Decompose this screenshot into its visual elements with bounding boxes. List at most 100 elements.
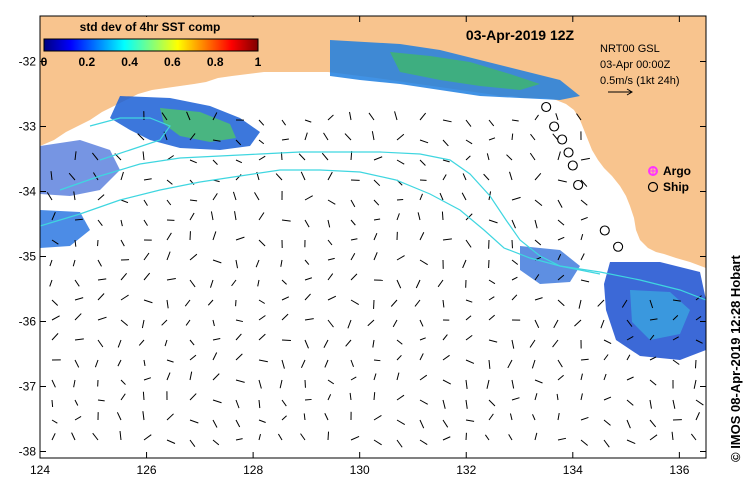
current-arrow	[419, 259, 428, 266]
current-arrow	[143, 199, 148, 206]
current-arrow	[235, 259, 239, 269]
current-arrow	[235, 333, 242, 341]
current-arrow	[488, 219, 498, 224]
current-arrow	[304, 277, 313, 281]
current-arrow	[97, 339, 104, 348]
current-arrow	[327, 379, 335, 385]
current-arrow	[557, 374, 564, 381]
current-arrow	[695, 399, 704, 406]
legend-argo-label: Argo	[663, 164, 691, 178]
current-arrow	[258, 399, 261, 409]
current-arrow	[597, 299, 605, 307]
current-arrow	[367, 319, 375, 327]
current-arrow	[327, 319, 334, 328]
info-block: NRT00 GSL 03-Apr 00:00Z 0.5m/s (1kt 24h)	[600, 43, 679, 96]
current-arrow	[690, 433, 697, 441]
current-arrow	[488, 279, 496, 285]
current-arrow	[580, 279, 590, 283]
current-arrow	[439, 192, 444, 201]
current-arrow	[304, 132, 308, 141]
current-arrow	[396, 394, 405, 401]
current-arrow	[373, 415, 382, 421]
current-arrow	[279, 379, 283, 389]
current-arrow	[534, 239, 542, 246]
current-arrow	[600, 319, 605, 329]
current-arrow	[258, 333, 266, 341]
current-arrow	[74, 399, 79, 406]
current-arrow	[508, 434, 513, 441]
current-arrow	[212, 259, 222, 264]
current-arrow	[695, 412, 700, 421]
current-arrow	[488, 359, 491, 369]
current-arrow	[442, 354, 450, 361]
current-arrow	[415, 279, 421, 289]
current-arrow	[280, 259, 283, 267]
current-arrow	[327, 273, 334, 281]
current-arrow	[693, 379, 697, 389]
current-arrow	[603, 373, 607, 381]
current-arrow	[142, 411, 145, 421]
current-arrow	[161, 319, 168, 326]
current-arrow	[672, 336, 679, 341]
current-arrow	[419, 399, 428, 405]
current-arrow	[120, 393, 126, 401]
current-arrow	[142, 151, 145, 161]
colorbar-tick-label: 1	[255, 55, 262, 69]
current-arrow	[258, 433, 261, 441]
current-arrow	[189, 199, 198, 202]
ship-position	[567, 160, 578, 171]
current-arrow	[189, 133, 196, 141]
ship-position	[541, 101, 552, 113]
current-arrow	[603, 396, 612, 401]
current-arrow	[120, 319, 128, 327]
current-arrow	[465, 299, 473, 303]
current-arrow	[304, 398, 312, 401]
current-arrow	[529, 339, 536, 348]
current-arrow	[210, 211, 214, 221]
current-arrow	[419, 193, 423, 201]
current-arrow	[281, 219, 291, 222]
current-arrow	[483, 173, 490, 181]
current-arrow	[511, 397, 520, 401]
current-arrow	[258, 119, 265, 126]
current-arrow	[327, 295, 337, 301]
current-arrow	[534, 393, 538, 401]
x-axis: 124 126 128 130 132 134 136	[30, 16, 690, 477]
current-arrow	[212, 112, 218, 121]
current-arrow	[51, 399, 54, 408]
current-arrow	[212, 231, 217, 241]
current-arrow	[442, 379, 451, 385]
current-arrow	[603, 439, 610, 448]
current-arrow	[97, 194, 105, 201]
current-arrow	[235, 438, 243, 441]
current-arrow	[73, 379, 76, 388]
land-eyre-peninsula	[600, 148, 706, 262]
current-arrow	[373, 252, 378, 261]
current-arrow	[534, 172, 542, 181]
current-arrow	[396, 419, 405, 425]
current-arrow	[166, 278, 176, 281]
current-arrow	[621, 299, 628, 308]
current-arrow	[327, 219, 331, 228]
current-arrow	[626, 439, 636, 445]
current-arrow	[212, 419, 218, 428]
current-arrow	[695, 339, 703, 344]
credit-text: © IMOS 08-Apr-2019 12:28 Hobart	[728, 255, 743, 462]
current-arrow	[373, 156, 383, 161]
current-arrow	[396, 439, 403, 448]
current-arrow	[212, 139, 221, 142]
current-arrow	[298, 153, 306, 161]
current-arrow	[580, 234, 584, 241]
current-arrow	[557, 219, 565, 226]
current-arrow	[350, 273, 358, 281]
ship-markers	[541, 101, 624, 252]
current-arrow	[46, 192, 53, 201]
current-arrow	[484, 434, 490, 441]
current-arrow	[350, 238, 358, 241]
current-arrow	[258, 359, 268, 363]
current-arrow	[275, 173, 283, 181]
x-tick-label: 132	[456, 463, 476, 477]
current-arrow	[189, 354, 197, 361]
current-arrow	[74, 239, 77, 247]
current-arrow	[419, 112, 427, 121]
